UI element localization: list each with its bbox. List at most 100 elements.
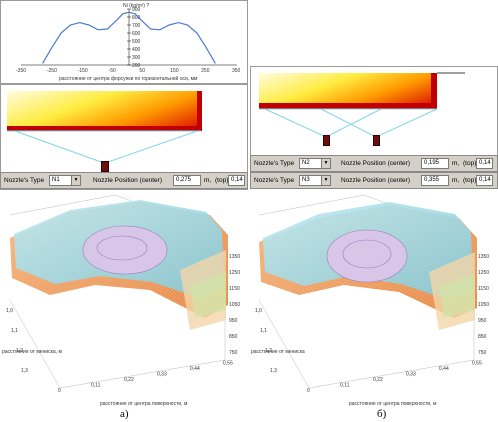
- z-tick-label: 1350: [478, 254, 489, 260]
- x-tick-label: 0,11: [340, 383, 350, 389]
- nozzle-position-label: Nozzle Position (center): [341, 160, 410, 167]
- x-tick-label: -350: [16, 68, 26, 74]
- y-tick-label: 600: [132, 31, 141, 37]
- x-axis-ticks: 0 0,11 0,22 0,33 0,44 0,55: [307, 361, 482, 395]
- z-tick-label: 1250: [229, 270, 240, 276]
- x-tick-label: -150: [78, 68, 88, 74]
- mold-surface-heatmap: [7, 91, 202, 131]
- surface-center-bump: [326, 229, 408, 283]
- x-tick-label: 150: [170, 68, 179, 74]
- nozzle-row-right-1: Nozzle's Type N2 ▼ Nozzle Position (cent…: [250, 155, 498, 172]
- y-tick-label: 900: [132, 7, 141, 13]
- x-tick-label: 0,55: [223, 361, 233, 367]
- x-tick-label: 0: [307, 388, 310, 394]
- nozzle-type-label: Nozzle's Type: [254, 160, 295, 167]
- y-tick-label: 800: [132, 15, 141, 21]
- x-tick-label: 50: [139, 68, 145, 74]
- nozzle-row-left-1: Nozzle's Type N1 ▼ Nozzle Position (cent…: [0, 172, 248, 189]
- distribution-chart: -350 -250 -150 -50 50 150 250 350 900 800 700 600 50…: [16, 3, 241, 82]
- nozzle-type-label: Nozzle's Type: [4, 177, 45, 184]
- y-tick-label: 1,0: [6, 308, 13, 314]
- x-tick-label: 0,44: [190, 366, 200, 372]
- nozzle-type-select[interactable]: N1 ▼: [49, 175, 81, 186]
- nozzle-center-input[interactable]: 0,355: [421, 175, 449, 186]
- distribution-line: [42, 11, 216, 64]
- z-tick-label: 1150: [478, 286, 489, 292]
- nozzle-top-input[interactable]: 0,14: [476, 158, 493, 169]
- x-axis-label: расстояние от центра поверхности, м: [349, 401, 437, 407]
- figure-caption: б): [377, 408, 387, 420]
- z-tick-label: 750: [478, 350, 487, 356]
- z-tick-label: 850: [229, 334, 238, 340]
- nozzle-top-input[interactable]: 0,14: [228, 175, 245, 186]
- z-tick-label: 950: [229, 318, 238, 324]
- x-tick-label: 0,11: [91, 383, 101, 389]
- x-axis-label: расстояние от центра поверхности, м: [100, 401, 188, 407]
- x-tick-label: 350: [232, 68, 241, 74]
- nozzle-center-input[interactable]: 0,195: [421, 158, 449, 169]
- nozzle-icon[interactable]: [373, 135, 380, 146]
- z-axis-ticks: 1350 1250 1150 1050 950 850 750: [478, 254, 489, 356]
- x-tick-label: 0,44: [439, 366, 449, 372]
- nozzle-position-label: Nozzle Position (center): [93, 177, 162, 184]
- y-tick-label: 1,1: [260, 328, 267, 334]
- x-tick-label: 0,33: [406, 372, 416, 378]
- top-label: (top): [215, 177, 229, 184]
- x-tick-label: 0,33: [157, 372, 167, 378]
- surface-center-bump: [82, 225, 168, 275]
- y-tick-label: 200: [132, 63, 141, 69]
- mold-surface-heatmap: [259, 73, 437, 109]
- nozzle-icon[interactable]: [323, 135, 330, 146]
- unit-label: m,: [204, 177, 212, 184]
- x-tick-label: 0,55: [472, 361, 482, 367]
- nozzle-type-select[interactable]: N2 ▼: [299, 158, 331, 169]
- nozzle-center-input[interactable]: 0,275: [173, 175, 201, 186]
- chevron-down-icon[interactable]: ▼: [321, 159, 330, 168]
- nozzle-icon[interactable]: [101, 161, 109, 172]
- y-tick-label: 1,2: [16, 348, 23, 354]
- x-tick-label: 0: [58, 388, 61, 394]
- top-label: (top): [463, 160, 477, 167]
- y-tick-label: 1,0: [255, 308, 262, 314]
- z-tick-label: 1250: [478, 270, 489, 276]
- unit-label: m,: [452, 177, 460, 184]
- x-axis-ticks: 0 0,11 0,22 0,33 0,44 0,55: [58, 361, 233, 395]
- z-tick-label: 1150: [229, 286, 240, 292]
- y-tick-label: 1,1: [11, 328, 18, 334]
- surface-plot-left: 1350 1250 1150 1050 950 850 750 1,0 1,1 1,2 1,3 0…: [2, 194, 240, 420]
- y-tick-label: 300: [132, 55, 141, 61]
- x-tick-label: -250: [47, 68, 57, 74]
- spray-lines-left: [7, 130, 201, 164]
- x-tick-label: -50: [109, 68, 116, 74]
- nozzle-type-label: Nozzle's Type: [254, 177, 295, 184]
- nozzle-top-input[interactable]: 0,14: [476, 175, 493, 186]
- chevron-down-icon[interactable]: ▼: [321, 176, 330, 185]
- z-tick-label: 1350: [229, 254, 240, 260]
- figure-caption: а): [120, 408, 129, 420]
- nozzle-row-right-2: Nozzle's Type N3 ▼ Nozzle Position (cent…: [250, 172, 498, 189]
- top-label: (top): [463, 177, 477, 184]
- z-tick-label: 950: [478, 318, 487, 324]
- y-axis-ticks: 1,0 1,1 1,2 1,3: [6, 308, 28, 374]
- y-tick-label: 1,3: [21, 368, 28, 374]
- y-tick-label: 400: [132, 47, 141, 53]
- y-tick-label: 500: [132, 39, 141, 45]
- x-tick-label: 250: [201, 68, 210, 74]
- y-axis-label: расстояние от мениска: [251, 349, 305, 355]
- right-simulation-panel: [250, 66, 498, 160]
- chart-ylabel: Ni (kg/m²) ?: [123, 3, 149, 9]
- spray-lines-right: [259, 72, 465, 138]
- nozzle-position-label: Nozzle Position (center): [341, 177, 410, 184]
- unit-label: m,: [452, 160, 460, 167]
- z-tick-label: 750: [229, 350, 238, 356]
- chevron-down-icon[interactable]: ▼: [71, 176, 80, 185]
- y-tick-label: 700: [132, 23, 141, 29]
- y-axis-label: расстояние от мениска, м: [2, 349, 62, 355]
- z-tick-label: 850: [478, 334, 487, 340]
- x-tick-label: 0,22: [124, 377, 134, 383]
- z-axis-ticks: 1350 1250 1150 1050 950 850 750: [229, 254, 240, 356]
- z-tick-label: 1050: [229, 302, 240, 308]
- nozzle-type-select[interactable]: N3 ▼: [299, 175, 331, 186]
- surface-plot-right: 1350 1250 1150 1050 950 850 750 1,0 1,1 1,2 1,3 0…: [251, 194, 489, 420]
- top-chart-panel: -350 -250 -150 -50 50 150 250 350 900 800 700 600 50…: [0, 0, 248, 84]
